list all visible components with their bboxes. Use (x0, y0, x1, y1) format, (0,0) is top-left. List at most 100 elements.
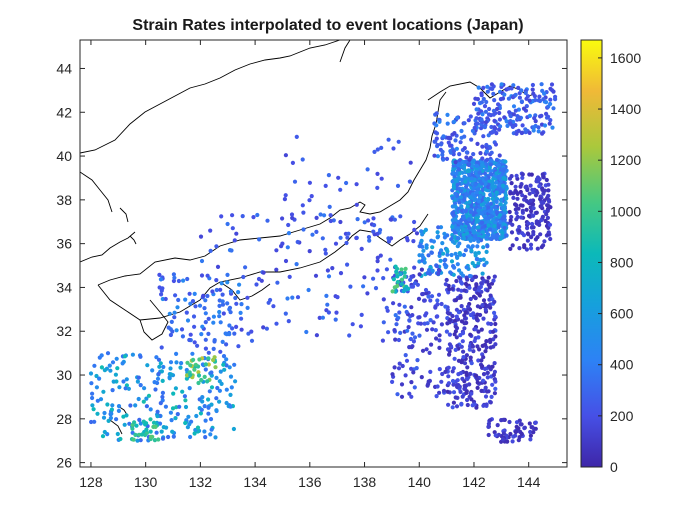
data-point (110, 388, 115, 393)
data-point (225, 221, 230, 227)
data-point (186, 414, 191, 419)
data-point (479, 327, 484, 332)
data-point (477, 293, 482, 298)
data-point (474, 107, 479, 112)
data-point (491, 337, 496, 342)
data-point (358, 324, 363, 329)
data-point (201, 293, 206, 298)
data-point (443, 304, 448, 309)
y-tick-label: 42 (56, 104, 72, 120)
data-point (441, 388, 447, 393)
data-point (323, 183, 328, 188)
data-point (547, 222, 553, 227)
data-point (211, 346, 216, 351)
data-point (470, 344, 475, 349)
data-point (540, 131, 545, 136)
data-point (519, 431, 524, 436)
data-point (516, 128, 521, 133)
data-point (245, 295, 250, 300)
data-point (399, 382, 405, 387)
data-point (530, 187, 535, 192)
data-point (451, 382, 456, 387)
data-point (531, 213, 536, 218)
data-point (444, 156, 450, 161)
data-point (485, 157, 490, 162)
data-point (221, 362, 226, 367)
data-point (206, 411, 211, 416)
coastline-8 (339, 40, 351, 63)
data-point (217, 303, 222, 308)
data-point (451, 366, 456, 371)
data-point (214, 278, 219, 283)
data-point (320, 236, 325, 241)
colorbar-tick-label: 0 (610, 459, 618, 475)
data-point (133, 403, 138, 408)
data-point (468, 236, 473, 241)
data-point (386, 236, 391, 241)
data-point (203, 320, 208, 325)
data-point (185, 360, 190, 365)
data-point (542, 91, 547, 96)
data-point (183, 297, 188, 302)
data-point (468, 371, 473, 376)
data-point (209, 385, 215, 390)
data-point (212, 338, 217, 343)
data-point (471, 349, 476, 354)
data-point (454, 171, 459, 176)
data-point (392, 365, 397, 370)
data-point (157, 272, 162, 277)
data-point (548, 205, 553, 210)
data-point (198, 411, 203, 416)
data-point (152, 380, 157, 385)
data-point (184, 376, 189, 381)
data-point (501, 417, 506, 422)
data-point (255, 212, 260, 218)
data-point (474, 219, 479, 224)
data-point (545, 208, 550, 213)
data-point (461, 215, 466, 221)
data-point (122, 422, 127, 427)
data-point (333, 317, 338, 322)
data-point (489, 394, 494, 399)
data-point (548, 118, 553, 123)
data-point (490, 183, 495, 188)
data-point (317, 315, 322, 320)
data-point (531, 128, 536, 133)
data-point (393, 337, 398, 342)
data-point (486, 196, 491, 201)
data-point (465, 376, 470, 381)
data-point (196, 373, 202, 378)
data-point (474, 205, 479, 210)
data-point (493, 314, 498, 319)
data-point (90, 391, 95, 396)
data-point (439, 301, 444, 307)
data-point (405, 328, 410, 333)
data-point (249, 338, 255, 343)
data-point (386, 239, 391, 244)
data-point (90, 403, 95, 408)
data-point (366, 218, 371, 223)
data-point (444, 277, 449, 283)
data-point (399, 282, 404, 287)
data-point (396, 366, 402, 371)
data-point (533, 98, 538, 103)
data-point (553, 97, 558, 102)
data-point (396, 337, 401, 343)
data-point (285, 296, 290, 301)
data-point (511, 112, 516, 117)
y-tick-label: 36 (56, 236, 72, 252)
data-point (460, 376, 465, 381)
data-point (488, 367, 493, 372)
data-point (430, 268, 435, 273)
data-point (109, 407, 114, 412)
data-point (530, 87, 535, 92)
data-point (481, 257, 486, 262)
data-point (452, 186, 457, 191)
data-point (395, 183, 401, 188)
data-point (494, 157, 500, 162)
data-point (391, 146, 396, 151)
data-point (509, 230, 515, 235)
data-point (318, 212, 323, 217)
data-point (152, 438, 157, 443)
data-point (409, 394, 414, 399)
